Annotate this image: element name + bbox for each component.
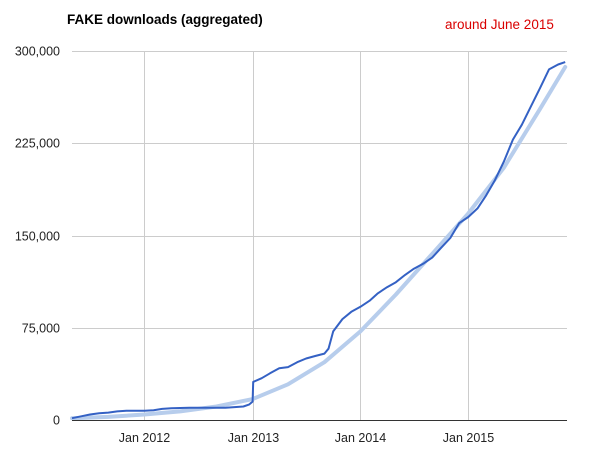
x-tick-label: Jan 2012	[119, 431, 170, 445]
x-tick-label: Jan 2015	[443, 431, 494, 445]
downloads-series-line	[71, 61, 566, 420]
chart-title: FAKE downloads (aggregated)	[67, 12, 263, 27]
y-tick-label: 300,000	[15, 45, 60, 59]
x-tick-label: Jan 2013	[228, 431, 279, 445]
gridlines	[72, 51, 567, 420]
y-tick-label: 225,000	[15, 137, 60, 151]
axes: 0 75,000 150,000 225,000 300,000 Jan 2012 Jan …	[15, 45, 567, 445]
x-tick-label: Jan 2014	[335, 431, 386, 445]
trend-layer	[70, 65, 568, 421]
y-tick-label: 150,000	[15, 230, 60, 244]
y-tick-label: 75,000	[22, 322, 60, 336]
y-tick-label: 0	[53, 414, 60, 428]
series-layer	[71, 61, 566, 420]
trend-line	[70, 65, 568, 421]
date-annotation: around June 2015	[445, 17, 554, 32]
